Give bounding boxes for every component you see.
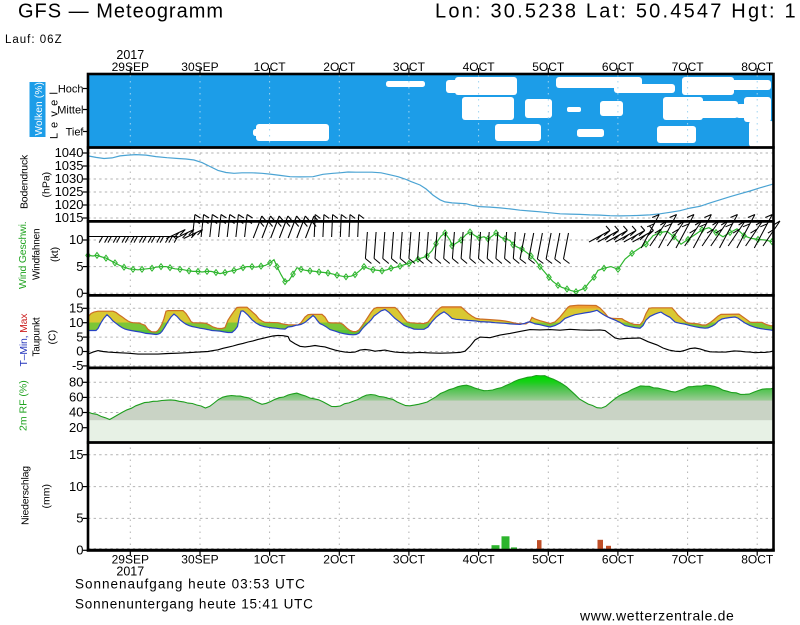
svg-text:4OCT: 4OCT bbox=[463, 60, 496, 74]
svg-text:1030: 1030 bbox=[55, 171, 84, 186]
svg-text:29SEP: 29SEP bbox=[112, 60, 149, 74]
svg-text:10: 10 bbox=[69, 232, 83, 247]
svg-text:Windfahnen: Windfahnen bbox=[32, 229, 43, 280]
svg-text:20: 20 bbox=[69, 420, 83, 435]
svg-text:0: 0 bbox=[76, 543, 83, 558]
svg-text:3OCT: 3OCT bbox=[393, 553, 426, 567]
svg-text:Wind Geschwi.: Wind Geschwi. bbox=[17, 222, 29, 289]
svg-text:4OCT: 4OCT bbox=[463, 553, 496, 567]
svg-text:2017: 2017 bbox=[116, 565, 144, 579]
svg-text:5OCT: 5OCT bbox=[532, 60, 565, 74]
svg-text:80: 80 bbox=[69, 374, 83, 389]
svg-text:Sonnenuntergang heute 15:41 UT: Sonnenuntergang heute 15:41 UTC bbox=[75, 597, 314, 612]
svg-text:Hoch: Hoch bbox=[58, 84, 84, 96]
svg-text:1020: 1020 bbox=[55, 197, 84, 212]
svg-text:Lauf: 06Z: Lauf: 06Z bbox=[5, 34, 63, 46]
svg-text:6OCT: 6OCT bbox=[602, 553, 635, 567]
svg-text:(mm): (mm) bbox=[41, 484, 53, 509]
svg-text:2m RF (%): 2m RF (%) bbox=[18, 380, 30, 431]
svg-text:Mittel: Mittel bbox=[57, 105, 83, 117]
svg-text:8OCT: 8OCT bbox=[741, 60, 774, 74]
svg-text:Lon: 30.5238 Lat: 50.4547 Hgt:: Lon: 30.5238 Lat: 50.4547 Hgt: 1 bbox=[435, 1, 798, 23]
svg-text:T–Min, Max: T–Min, Max bbox=[18, 313, 30, 367]
svg-text:30SEP: 30SEP bbox=[181, 60, 218, 74]
svg-text:Sonnenaufgang heute 03:53 UTC: Sonnenaufgang heute 03:53 UTC bbox=[75, 577, 306, 592]
svg-text:5: 5 bbox=[76, 259, 83, 274]
svg-text:7OCT: 7OCT bbox=[672, 60, 705, 74]
svg-text:1OCT: 1OCT bbox=[254, 553, 287, 567]
svg-text:Tief: Tief bbox=[66, 127, 85, 139]
svg-text:1OCT: 1OCT bbox=[254, 60, 287, 74]
svg-text:5: 5 bbox=[76, 329, 83, 344]
svg-text:GFS — Meteogramm: GFS — Meteogramm bbox=[18, 1, 224, 23]
svg-text:30SEP: 30SEP bbox=[181, 553, 218, 567]
svg-text:5: 5 bbox=[76, 511, 83, 526]
svg-text:L e v e l: L e v e l bbox=[49, 91, 61, 139]
svg-text:Niederschlag: Niederschlag bbox=[20, 466, 32, 525]
svg-text:Taupunkt: Taupunkt bbox=[32, 317, 43, 356]
svg-text:29SEP: 29SEP bbox=[112, 553, 149, 567]
svg-text:Bodendruck: Bodendruck bbox=[19, 154, 31, 209]
svg-text:1035: 1035 bbox=[55, 158, 84, 173]
svg-text:8OCT: 8OCT bbox=[741, 553, 774, 567]
svg-text:15: 15 bbox=[69, 301, 83, 316]
svg-text:(C): (C) bbox=[47, 330, 59, 345]
svg-text:1015: 1015 bbox=[55, 210, 84, 225]
svg-text:2OCT: 2OCT bbox=[323, 60, 356, 74]
svg-text:10: 10 bbox=[69, 479, 83, 494]
svg-text:2017: 2017 bbox=[116, 48, 144, 62]
svg-text:0: 0 bbox=[76, 286, 83, 301]
svg-text:40: 40 bbox=[69, 405, 83, 420]
svg-text:6OCT: 6OCT bbox=[602, 60, 635, 74]
svg-text:5OCT: 5OCT bbox=[532, 553, 565, 567]
svg-text:0: 0 bbox=[76, 344, 83, 359]
svg-text:2OCT: 2OCT bbox=[323, 553, 356, 567]
svg-text:7OCT: 7OCT bbox=[672, 553, 705, 567]
svg-text:(kt): (kt) bbox=[49, 247, 61, 262]
svg-text:1025: 1025 bbox=[55, 184, 84, 199]
svg-text:10: 10 bbox=[69, 315, 83, 330]
svg-text:1040: 1040 bbox=[55, 145, 84, 160]
svg-text:60: 60 bbox=[69, 390, 83, 405]
svg-text:Wolken (%): Wolken (%) bbox=[34, 82, 45, 136]
svg-text:www.wetterzentrale.de: www.wetterzentrale.de bbox=[579, 608, 735, 624]
svg-text:3OCT: 3OCT bbox=[393, 60, 426, 74]
svg-text:(hPa): (hPa) bbox=[41, 172, 53, 198]
svg-text:15: 15 bbox=[69, 447, 83, 462]
svg-text:-5: -5 bbox=[72, 358, 84, 373]
